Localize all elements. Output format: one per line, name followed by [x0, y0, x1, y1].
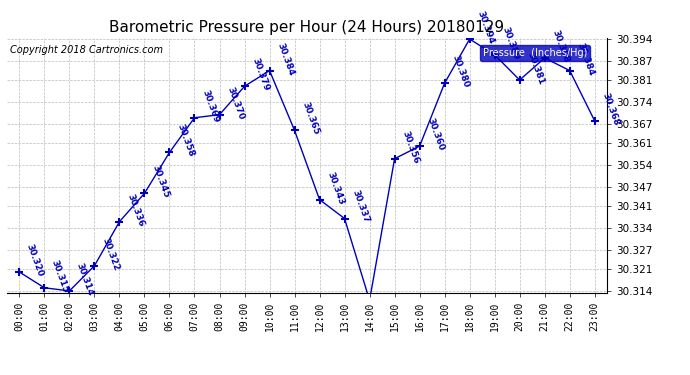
Text: 30.343: 30.343 [325, 170, 346, 206]
Text: 30.389: 30.389 [500, 26, 520, 61]
Text: 30.320: 30.320 [25, 243, 45, 278]
Text: 30.358: 30.358 [175, 123, 195, 159]
Text: 30.314: 30.314 [75, 261, 95, 297]
Text: 30.384: 30.384 [575, 41, 595, 77]
Text: 30.365: 30.365 [300, 101, 320, 136]
Text: 30.381: 30.381 [525, 51, 546, 86]
Text: 30.369: 30.369 [200, 88, 220, 124]
Text: 30.379: 30.379 [250, 57, 270, 93]
Text: 30.311: 30.311 [0, 374, 1, 375]
Text: 30.345: 30.345 [150, 164, 170, 200]
Text: 30.388: 30.388 [550, 28, 571, 64]
Text: Copyright 2018 Cartronics.com: Copyright 2018 Cartronics.com [10, 45, 163, 55]
Text: 30.356: 30.356 [400, 129, 420, 165]
Text: 30.394: 30.394 [475, 9, 495, 45]
Text: 30.337: 30.337 [350, 189, 371, 225]
Text: 30.322: 30.322 [100, 236, 120, 272]
Text: 30.336: 30.336 [125, 192, 146, 228]
Legend: Pressure  (Inches/Hg): Pressure (Inches/Hg) [480, 45, 591, 61]
Text: 30.315: 30.315 [50, 258, 70, 294]
Text: 30.370: 30.370 [225, 85, 246, 121]
Text: 30.384: 30.384 [275, 41, 295, 77]
Text: 30.368: 30.368 [600, 92, 620, 127]
Text: 30.380: 30.380 [450, 54, 471, 89]
Title: Barometric Pressure per Hour (24 Hours) 20180129: Barometric Pressure per Hour (24 Hours) … [110, 20, 504, 35]
Text: 30.360: 30.360 [425, 117, 445, 152]
